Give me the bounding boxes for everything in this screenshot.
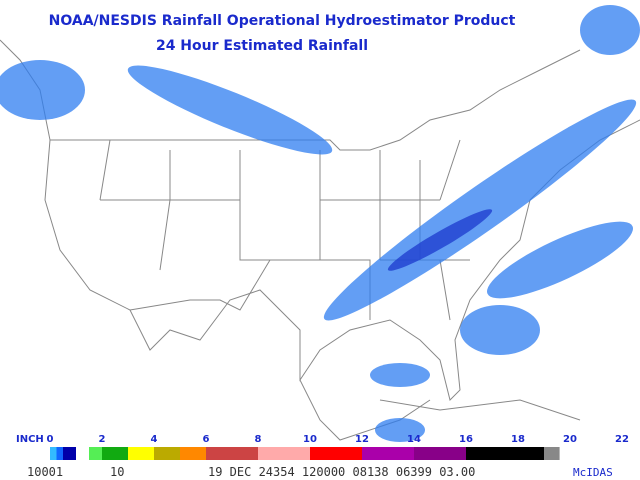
subtitle: 24 Hour Estimated Rainfall: [156, 38, 368, 54]
legend-tick-label: 20: [563, 434, 577, 445]
colorbar-band: [50, 447, 57, 460]
legend-tick-label: 8: [255, 434, 262, 445]
rain-area: [387, 209, 493, 271]
legend-tick-label: 16: [459, 434, 473, 445]
legend-tick-label: 22: [615, 434, 629, 445]
footer: 10001 10 19 DEC 24354 120000 08138 06399 0…: [27, 465, 613, 479]
colorbar-band: [180, 447, 206, 460]
legend-tick-label: 10: [303, 434, 317, 445]
rainfall: [0, 5, 640, 442]
coastline: [0, 39, 640, 401]
colorbar-band: [89, 447, 102, 460]
colorbar-band: [56, 447, 63, 460]
colorbar-band: [76, 447, 89, 460]
colorbar-band: [154, 447, 180, 460]
colorbar-band: [310, 447, 362, 460]
rain-area: [370, 363, 430, 387]
legend-tick-label: 18: [511, 434, 525, 445]
colorbar-band: [362, 447, 414, 460]
legend-tick-label: 14: [407, 434, 421, 445]
colorbar-band: [63, 447, 76, 460]
colorbar-band: [128, 447, 154, 460]
border-south: [129, 259, 271, 311]
rain-area: [127, 65, 333, 155]
colorbar-band: [414, 447, 466, 460]
footer-field: 10: [110, 465, 124, 479]
rain-area: [460, 305, 540, 355]
colorbar-band: [466, 447, 544, 460]
rain-area: [580, 5, 640, 55]
rain-area: [375, 418, 425, 442]
rain-area: [0, 60, 85, 120]
legend-tick-label: 0: [47, 434, 54, 445]
legend-tick-label: 4: [151, 434, 158, 445]
legend-tick-label: 6: [203, 434, 210, 445]
footer-field: 19 DEC 24354 120000 08138 06399 03.00: [208, 465, 475, 479]
footer-field: 10001: [27, 465, 63, 479]
colorbar-band: [206, 447, 258, 460]
legend-unit: INCH: [16, 434, 44, 445]
colorbar-band: [102, 447, 128, 460]
footer-brand: McIDAS: [573, 466, 613, 479]
legend-tick-label: 2: [99, 434, 106, 445]
border-north: [50, 49, 581, 151]
legend-tick-label: 12: [355, 434, 369, 445]
title: NOAA/NESDIS Rainfall Operational Hydroes…: [49, 13, 516, 29]
colorbar-band: [544, 447, 560, 460]
colorbar-band: [258, 447, 310, 460]
rain-area: [487, 221, 633, 299]
colorbar: 0 2 4 6 8 10 12 14 16 18 20 22: [47, 434, 629, 460]
